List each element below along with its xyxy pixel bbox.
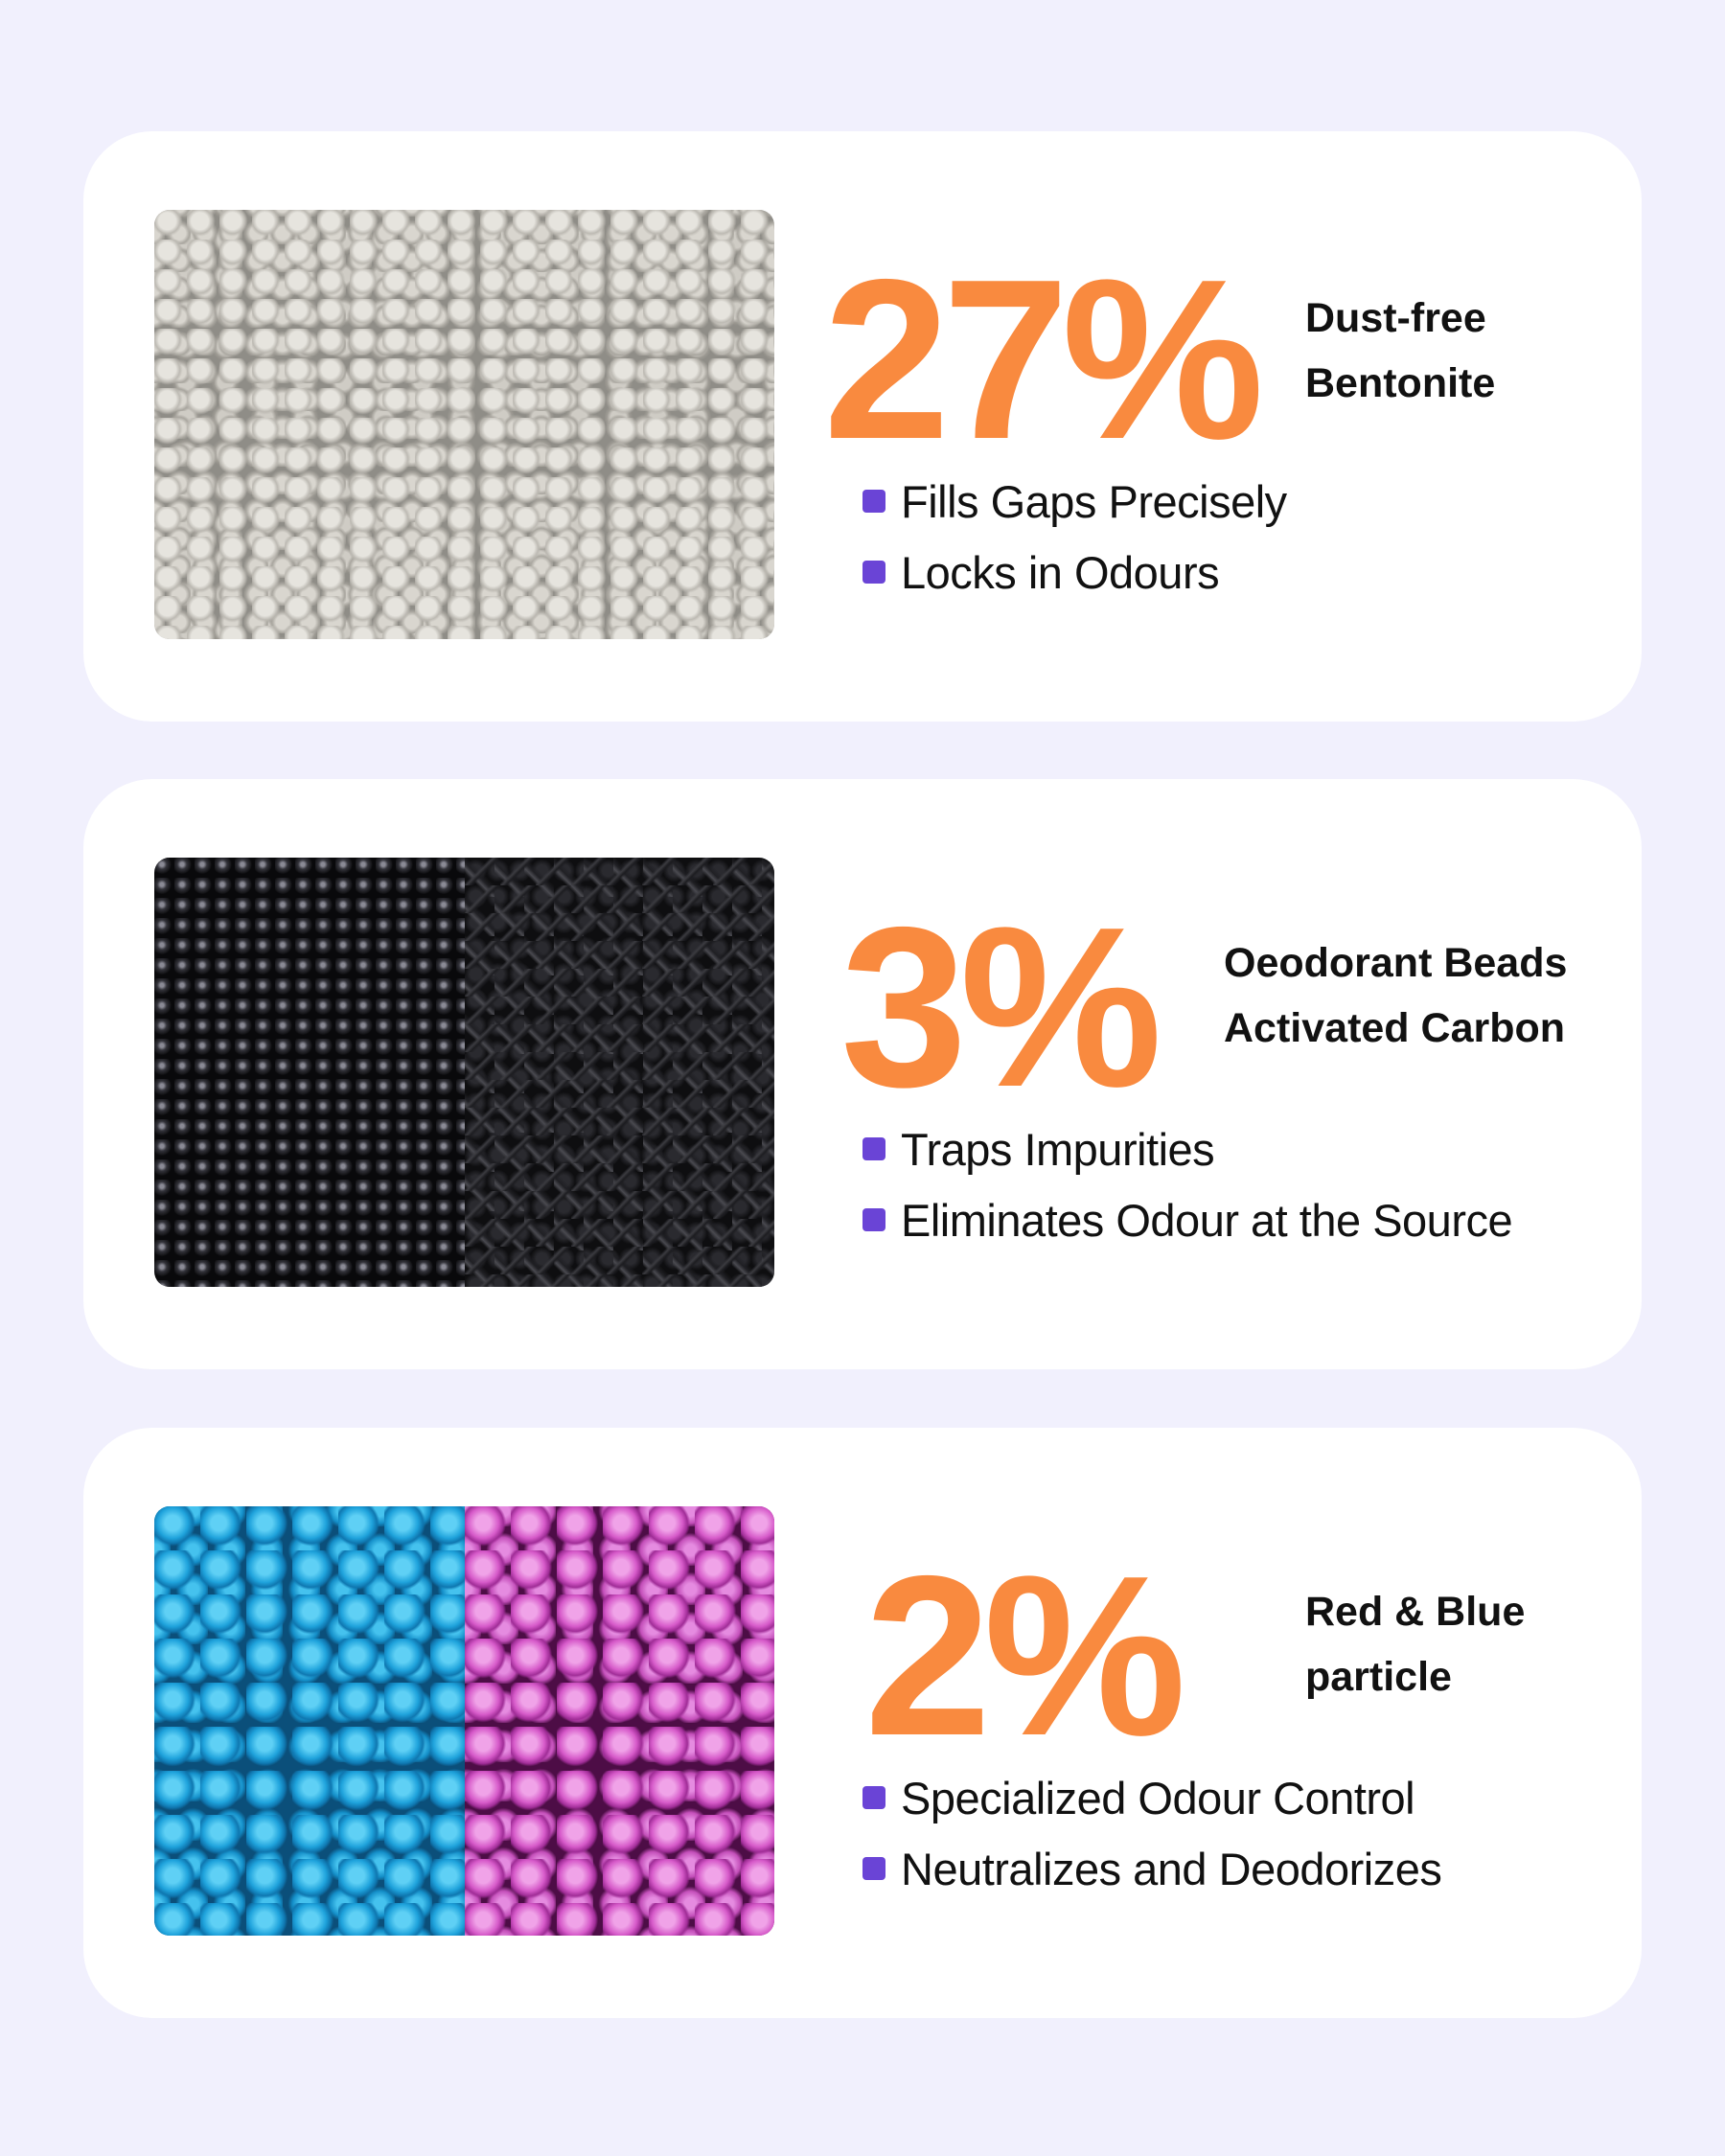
percentage-value: 27% — [823, 233, 1264, 487]
ingredient-label: Dust-free Bentonite — [1305, 286, 1495, 416]
activated-carbon-texture — [464, 858, 774, 1287]
ingredient-label-line1: Red & Blue — [1305, 1589, 1526, 1635]
ingredient-card-deodorant-carbon: 3% Oeodorant Beads Activated Carbon Trap… — [83, 779, 1642, 1369]
ingredient-label: Red & Blue particle — [1305, 1579, 1525, 1709]
bullet-square-icon — [862, 490, 886, 513]
benefit-text: Traps Impurities — [901, 1123, 1215, 1175]
pink-granules-texture — [464, 1506, 774, 1936]
ingredient-card-bentonite: 27% Dust-free Bentonite Fills Gaps Preci… — [83, 131, 1642, 722]
bullet-square-icon — [862, 1208, 886, 1231]
ingredient-label-line1: Oeodorant Beads — [1224, 940, 1568, 986]
bullet-square-icon — [862, 1857, 886, 1880]
benefit-text: Fills Gaps Precisely — [901, 475, 1287, 527]
ingredient-label: Oeodorant Beads Activated Carbon — [1224, 930, 1567, 1061]
benefit-text: Eliminates Odour at the Source — [901, 1194, 1513, 1246]
beads-carbon-photo — [154, 858, 774, 1287]
benefit-text: Specialized Odour Control — [901, 1772, 1415, 1823]
ingredient-label-line1: Dust-free — [1305, 295, 1486, 341]
percentage-value: 2% — [864, 1529, 1186, 1783]
benefit-text: Neutralizes and Deodorizes — [901, 1843, 1442, 1894]
benefit-item: Neutralizes and Deodorizes — [862, 1833, 1442, 1904]
benefit-item: Specialized Odour Control — [862, 1762, 1441, 1833]
ingredient-label-line2: particle — [1305, 1654, 1452, 1700]
blue-granules-texture — [154, 1506, 465, 1936]
ingredient-label-line2: Bentonite — [1305, 360, 1496, 406]
bullet-square-icon — [862, 1786, 886, 1809]
benefit-item: Fills Gaps Precisely — [862, 466, 1287, 537]
benefit-list: Traps Impurities Eliminates Odour at the… — [862, 1113, 1513, 1255]
benefit-item: Locks in Odours — [862, 537, 1287, 608]
benefit-item: Eliminates Odour at the Source — [862, 1184, 1513, 1255]
black-beads-texture — [154, 858, 465, 1287]
bullet-square-icon — [862, 561, 886, 584]
bentonite-granules-photo — [154, 210, 774, 639]
percentage-value: 3% — [840, 881, 1162, 1135]
benefit-text: Locks in Odours — [901, 546, 1220, 598]
ingredient-card-red-blue-particle: 2% Red & Blue particle Specialized Odour… — [83, 1428, 1642, 2018]
benefit-list: Fills Gaps Precisely Locks in Odours — [862, 466, 1287, 608]
benefit-list: Specialized Odour Control Neutralizes an… — [862, 1762, 1442, 1904]
bullet-square-icon — [862, 1137, 886, 1160]
red-blue-granules-photo — [154, 1506, 774, 1936]
bentonite-texture — [154, 210, 774, 639]
benefit-item: Traps Impurities — [862, 1113, 1512, 1184]
ingredient-label-line2: Activated Carbon — [1224, 1005, 1566, 1051]
